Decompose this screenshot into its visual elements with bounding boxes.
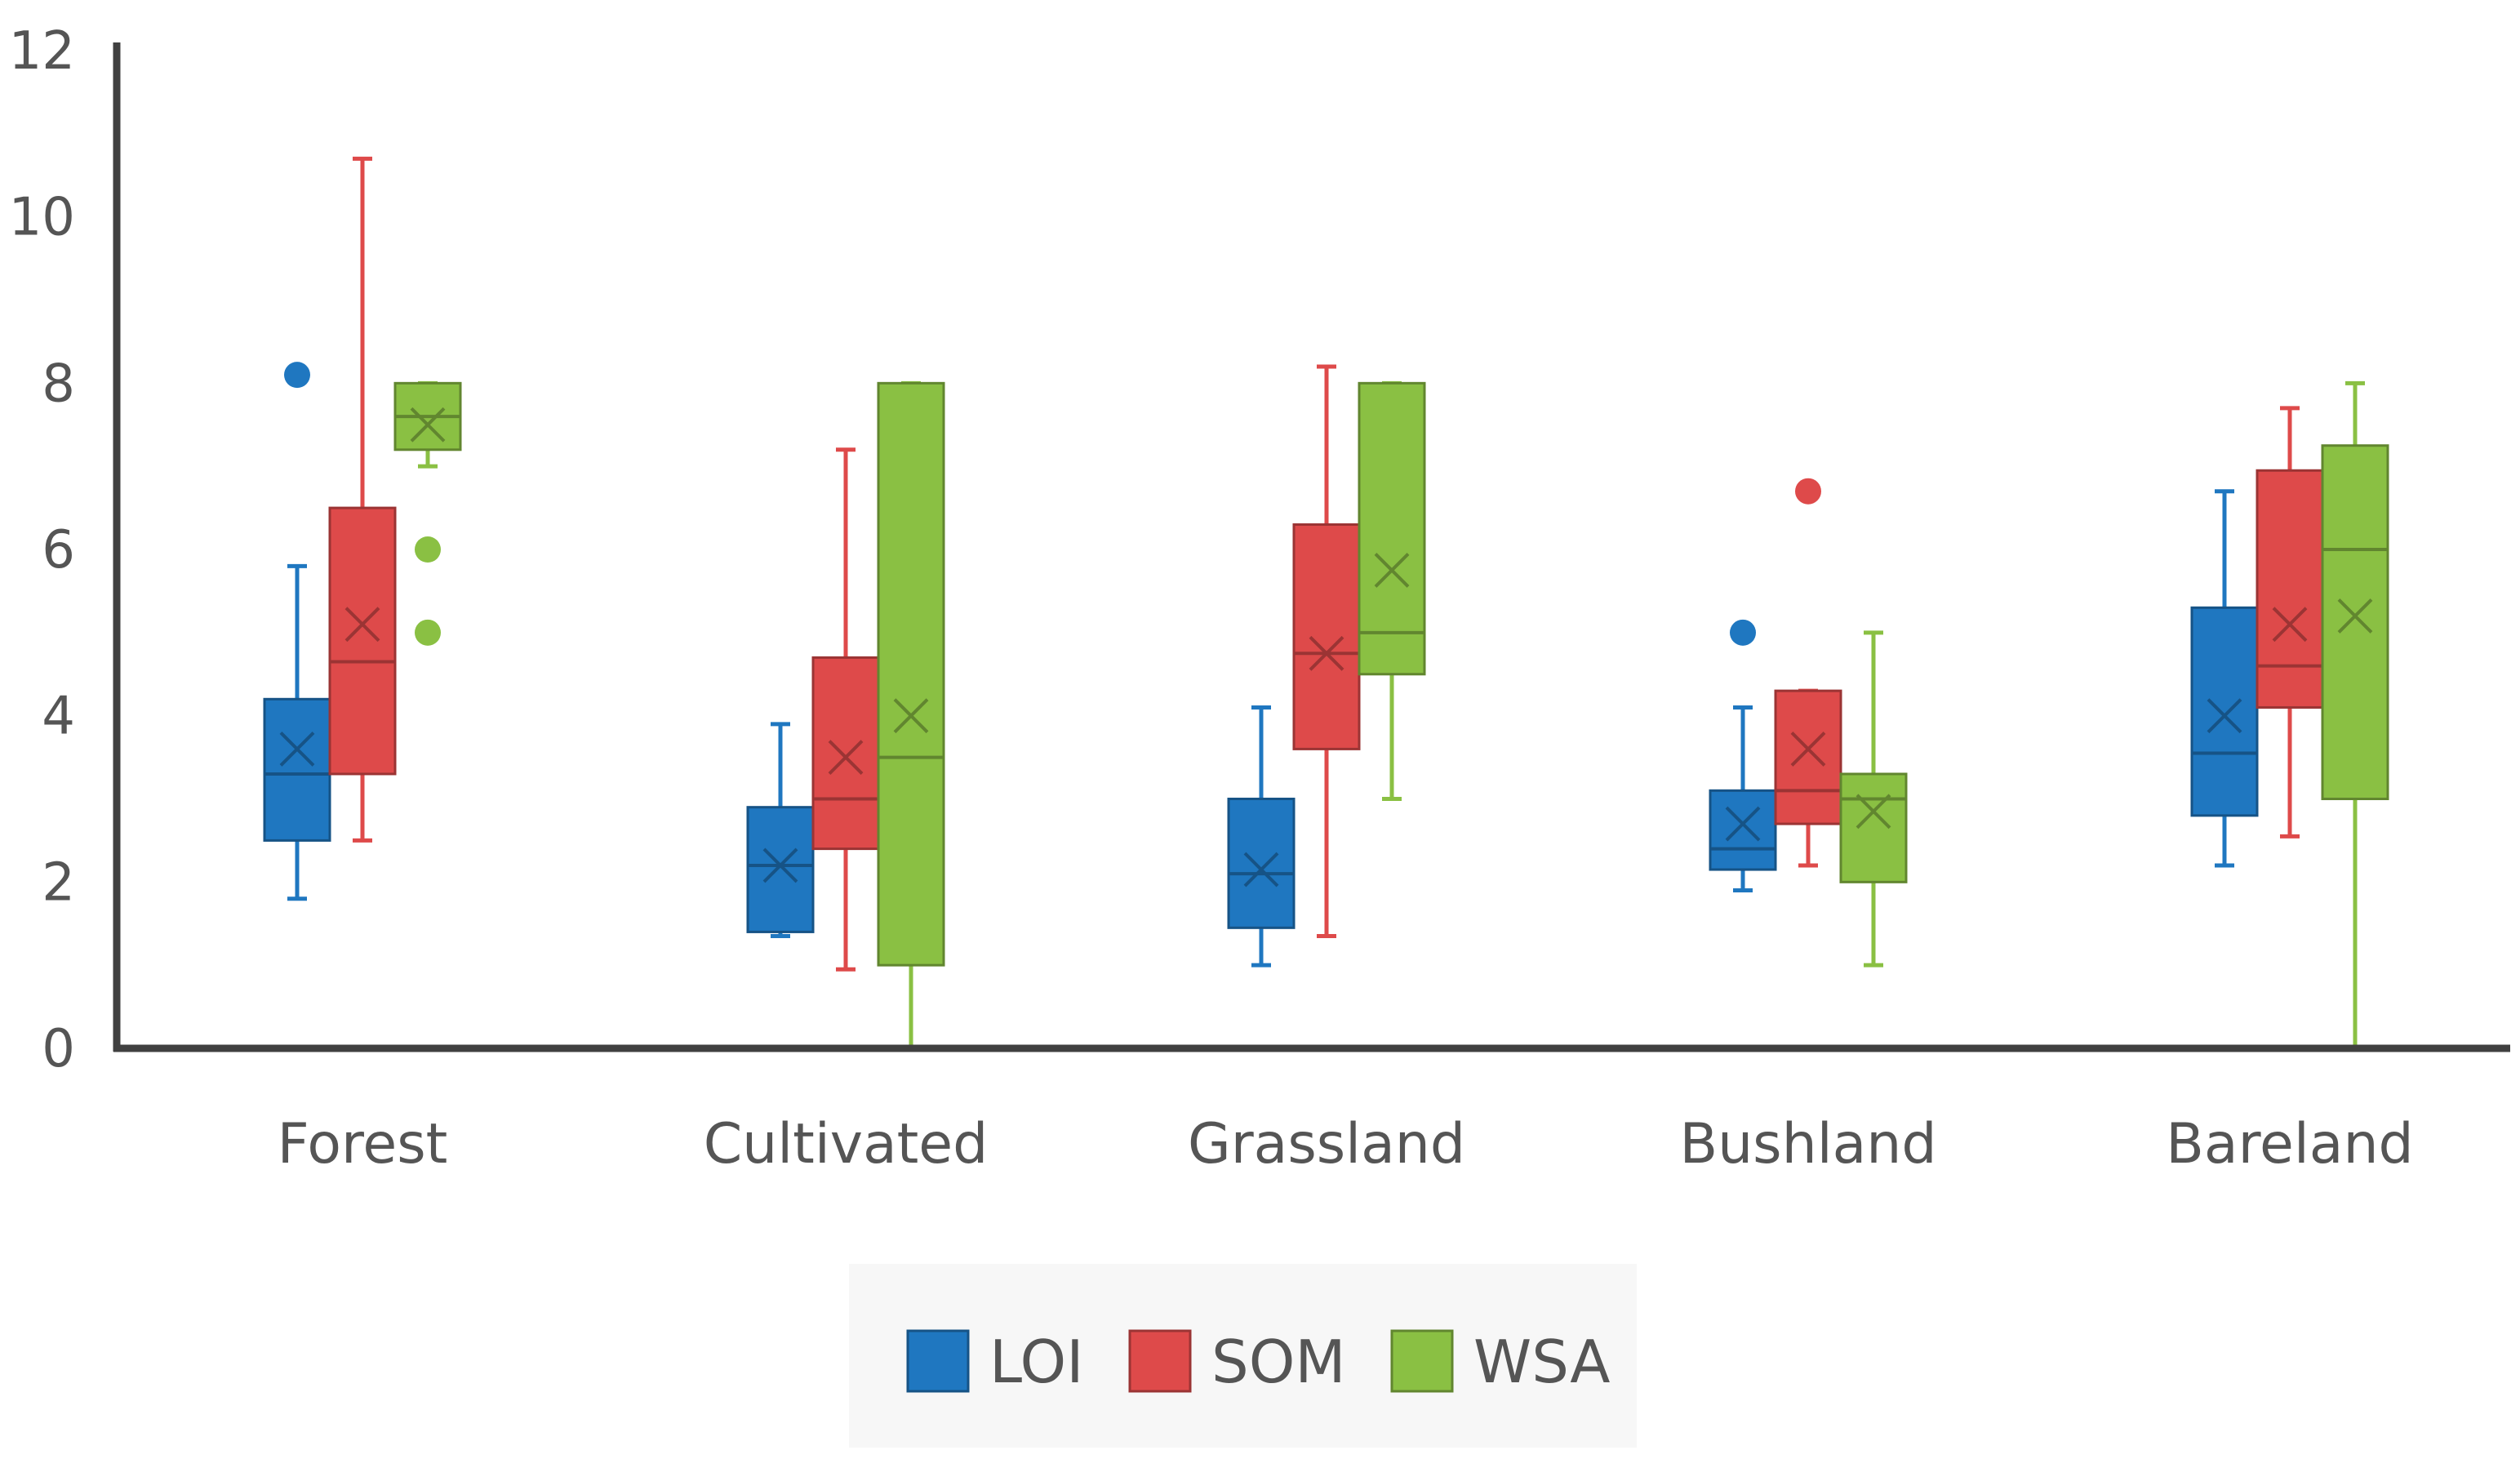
- y-tick-label: 0: [42, 1019, 75, 1079]
- box-loi: [1227, 705, 1296, 968]
- box-wsa: [1839, 630, 1908, 968]
- box-loi: [2190, 489, 2259, 868]
- mean-marker: [2272, 607, 2308, 643]
- plot-area: [263, 156, 2389, 1051]
- box-loi: [746, 722, 815, 939]
- box-iqr: [1292, 523, 1361, 750]
- mean-marker: [1309, 635, 1344, 671]
- y-axis-ticks: 0 2 4 6 8 10 12: [9, 21, 75, 1079]
- mean-marker: [279, 731, 315, 767]
- legend: LOI SOM WSA: [849, 1264, 1637, 1448]
- legend-label-wsa: WSA: [1473, 1328, 1610, 1396]
- box-iqr: [328, 506, 397, 776]
- x-category-label: Bareland: [2166, 1112, 2413, 1177]
- box-loi: [263, 362, 331, 901]
- x-axis-categories: Forest Cultivated Grassland Bushland Barelan…: [278, 1112, 2414, 1177]
- box-iqr: [1774, 689, 1842, 825]
- box-som: [1774, 478, 1842, 868]
- legend-background: [849, 1264, 1637, 1448]
- box-iqr: [811, 656, 880, 851]
- y-tick-label: 2: [42, 852, 75, 913]
- legend-label-som: SOM: [1211, 1328, 1346, 1396]
- mean-marker: [410, 407, 446, 443]
- box-wsa: [877, 380, 945, 1051]
- box-wsa: [393, 380, 462, 646]
- y-tick-label: 10: [9, 188, 75, 248]
- mean-marker: [1856, 794, 1891, 830]
- outlier-point: [284, 362, 310, 389]
- mean-marker: [762, 847, 798, 883]
- box-som: [328, 156, 397, 843]
- mean-marker: [2337, 598, 2373, 634]
- box-iqr: [1709, 789, 1777, 871]
- legend-label-loi: LOI: [989, 1328, 1083, 1396]
- box-som: [811, 447, 880, 972]
- outlier-point: [1730, 619, 1756, 646]
- x-category-label: Bushland: [1679, 1112, 1936, 1177]
- y-tick-label: 6: [42, 520, 75, 581]
- box-wsa: [1358, 380, 1426, 801]
- mean-marker: [893, 698, 929, 734]
- mean-marker: [344, 607, 380, 643]
- x-category-label: Cultivated: [704, 1112, 989, 1177]
- box-iqr: [263, 697, 331, 842]
- box-wsa: [2321, 380, 2389, 1051]
- outlier-point: [1795, 478, 1821, 505]
- box-som: [2256, 406, 2324, 839]
- x-category-label: Grassland: [1188, 1112, 1465, 1177]
- outlier-point: [415, 619, 441, 646]
- y-tick-label: 12: [9, 21, 75, 82]
- box-iqr: [2256, 469, 2324, 709]
- mean-marker: [1243, 852, 1279, 887]
- mean-marker: [1725, 806, 1761, 842]
- box-iqr: [2321, 444, 2389, 800]
- box-iqr: [1358, 381, 1426, 676]
- mean-marker: [828, 740, 864, 775]
- y-tick-label: 8: [42, 354, 75, 414]
- box-iqr: [2190, 606, 2259, 817]
- mean-marker: [2207, 698, 2242, 734]
- box-iqr: [877, 381, 945, 967]
- box-iqr: [1227, 798, 1296, 929]
- legend-swatch-som: [1128, 1329, 1192, 1393]
- mean-marker: [1790, 731, 1826, 767]
- box-iqr: [746, 806, 815, 933]
- box-loi: [1709, 619, 1777, 893]
- mean-marker: [1374, 553, 1410, 588]
- legend-swatch-wsa: [1390, 1329, 1454, 1393]
- x-category-label: Forest: [278, 1112, 448, 1177]
- box-som: [1292, 364, 1361, 939]
- box-iqr: [1839, 772, 1908, 883]
- y-tick-label: 4: [42, 687, 75, 747]
- legend-swatch-loi: [906, 1329, 970, 1393]
- outlier-point: [415, 536, 441, 563]
